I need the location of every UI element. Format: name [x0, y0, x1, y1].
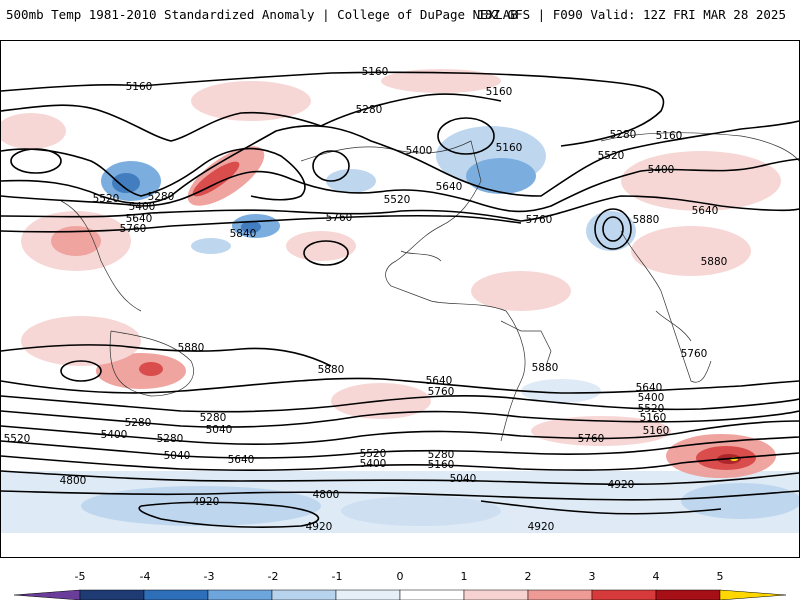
contour-label: 5640	[692, 205, 719, 217]
warm-anomaly-shading	[1, 69, 781, 478]
contour-label: 5760	[326, 212, 353, 224]
contour-label: 5160	[496, 142, 523, 154]
colorbar-tick: -5	[74, 570, 86, 583]
contour-label: 5760	[681, 348, 708, 360]
contour-label: 5880	[178, 342, 205, 354]
contour-label: 4800	[313, 489, 340, 501]
contour-label: 5400	[406, 145, 433, 157]
contour-label: 5280	[356, 104, 383, 116]
colorbar-tick: 2	[524, 570, 532, 583]
colorbar-tick: 4	[652, 570, 660, 583]
contour-label: 5040	[450, 473, 477, 485]
contour-label: 5160	[656, 130, 683, 142]
contour-label: 5880	[318, 364, 345, 376]
colorbar-tick: -4	[139, 570, 151, 583]
colorbar-tick: 5	[716, 570, 724, 583]
contour-label: 5040	[164, 450, 191, 462]
contour-label: 5400	[101, 429, 128, 441]
contour-label: 5640	[636, 382, 663, 394]
contour-label: 5280	[610, 129, 637, 141]
contour-label: 5040	[206, 424, 233, 436]
contour-label: 5160	[428, 459, 455, 471]
contour-label: 5640	[436, 181, 463, 193]
contour-label: 5880	[701, 256, 728, 268]
contour-label-group: 5160 5160 5160 5280 5160 5280 5160 5400 …	[4, 66, 728, 533]
contour-label: 5760	[120, 223, 147, 235]
contour-label: 5760	[428, 386, 455, 398]
colorbar-tick: 0	[396, 570, 404, 583]
contour-label: 5520	[638, 403, 665, 415]
map-panel: 5160 5160 5160 5280 5160 5280 5160 5400 …	[0, 40, 800, 558]
contour-label: 5280	[125, 417, 152, 429]
contour-label: 5160	[640, 412, 667, 424]
height-contours	[1, 71, 799, 528]
contour-label: 5160	[486, 86, 513, 98]
colorbar-tick: -3	[203, 570, 215, 583]
contour-label: 5640	[126, 213, 153, 225]
contour-label: 5520	[598, 150, 625, 162]
colorbar-tick: 3	[588, 570, 596, 583]
colorbar-tick: -1	[331, 570, 343, 583]
colorbar: -5 -4 -3 -2 -1 0 1 2 3 4 5	[0, 570, 800, 600]
contour-label: 5280	[200, 412, 227, 424]
contour-label: 4920	[306, 521, 333, 533]
coastlines	[60, 132, 799, 442]
contour-label: 5160	[126, 81, 153, 93]
contour-label: 5520	[93, 193, 120, 205]
contour-label: 4920	[193, 496, 220, 508]
contour-label: 5840	[230, 228, 257, 240]
contour-label: 5760	[526, 214, 553, 226]
contour-label: 5280	[148, 191, 175, 203]
contour-label: 4800	[60, 475, 87, 487]
contour-label: 5880	[532, 362, 559, 374]
contour-label: 4920	[528, 521, 555, 533]
colorbar-tick: -2	[267, 570, 279, 583]
cold-anomaly-shading	[1, 126, 799, 533]
contour-label: 5400	[638, 392, 665, 404]
colorbar-gradient	[13, 589, 787, 600]
colorbar-tick-labels: -5 -4 -3 -2 -1 0 1 2 3 4 5	[0, 570, 800, 584]
contour-label: 5400	[360, 458, 387, 470]
contour-label: 5400	[129, 201, 156, 213]
contour-label: 5400	[648, 164, 675, 176]
map-title: 500mb Temp 1981-2010 Standardized Anomal…	[6, 7, 518, 22]
contour-label: 5640	[228, 454, 255, 466]
contour-label: 5160	[643, 425, 670, 437]
colorbar-tick: 1	[460, 570, 468, 583]
contour-label: 5160	[362, 66, 389, 78]
contour-label: 4920	[608, 479, 635, 491]
contour-label: 5760	[578, 433, 605, 445]
model-run-info: 18Z GFS | F090 Valid: 12Z FRI MAR 28 202…	[477, 7, 786, 22]
anomaly-map: 5160 5160 5160 5280 5160 5280 5160 5400 …	[1, 66, 799, 533]
contour-label: 5520	[360, 448, 387, 460]
contour-label: 5640	[426, 375, 453, 387]
contour-label: 5520	[4, 433, 31, 445]
contour-label: 5880	[633, 214, 660, 226]
contour-label: 5280	[428, 449, 455, 461]
header: 500mb Temp 1981-2010 Standardized Anomal…	[0, 0, 800, 30]
colorbar-min-arrow	[13, 589, 81, 600]
colorbar-max-arrow	[719, 589, 787, 600]
contour-label: 5520	[384, 194, 411, 206]
contour-label: 5280	[157, 433, 184, 445]
